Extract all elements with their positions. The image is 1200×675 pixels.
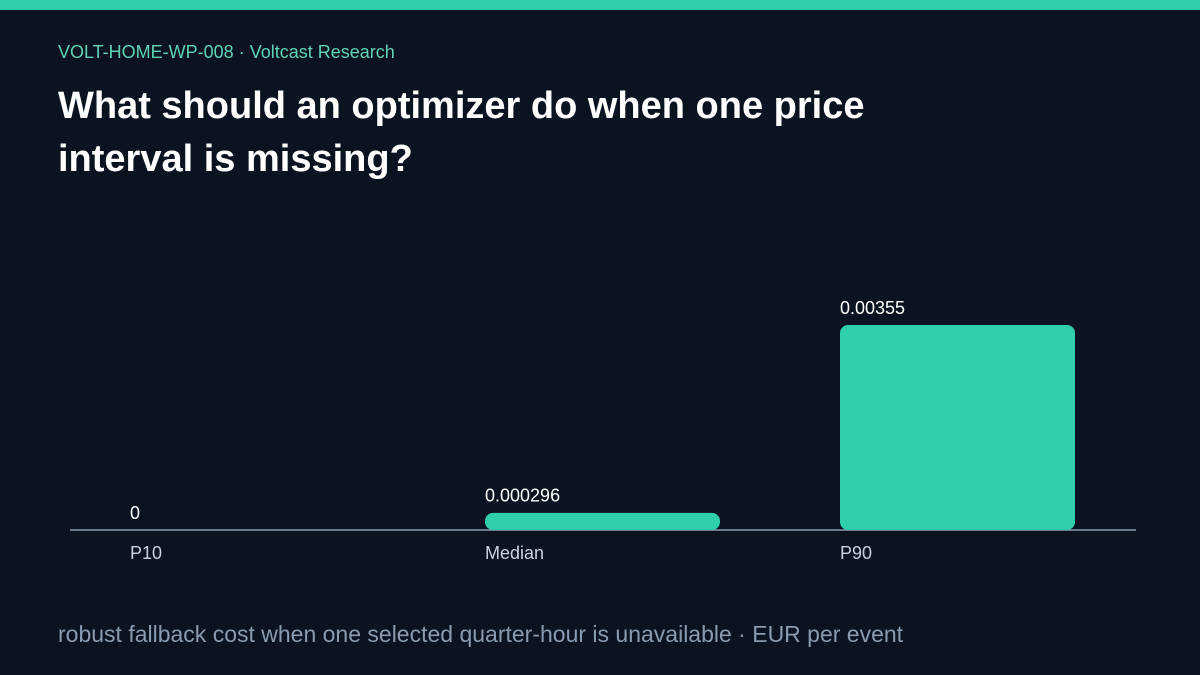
eyebrow: VOLT-HOME-WP-008 · Voltcast Research	[58, 42, 395, 62]
chart: 0 P10 0.000296 Median 0.00355 P90	[70, 298, 1136, 563]
x-tick-label: Median	[485, 543, 544, 563]
value-label: 0	[130, 503, 140, 523]
top-accent-bar	[0, 0, 1200, 10]
x-tick-label: P90	[840, 543, 872, 563]
bar	[485, 512, 720, 530]
value-label: 0.00355	[840, 298, 905, 318]
value-label: 0.000296	[485, 486, 560, 506]
caption: robust fallback cost when one selected q…	[58, 621, 904, 647]
bar	[840, 325, 1075, 530]
x-tick-label: P10	[130, 543, 162, 563]
chart-title: What should an optimizer do when one pri…	[58, 85, 865, 180]
